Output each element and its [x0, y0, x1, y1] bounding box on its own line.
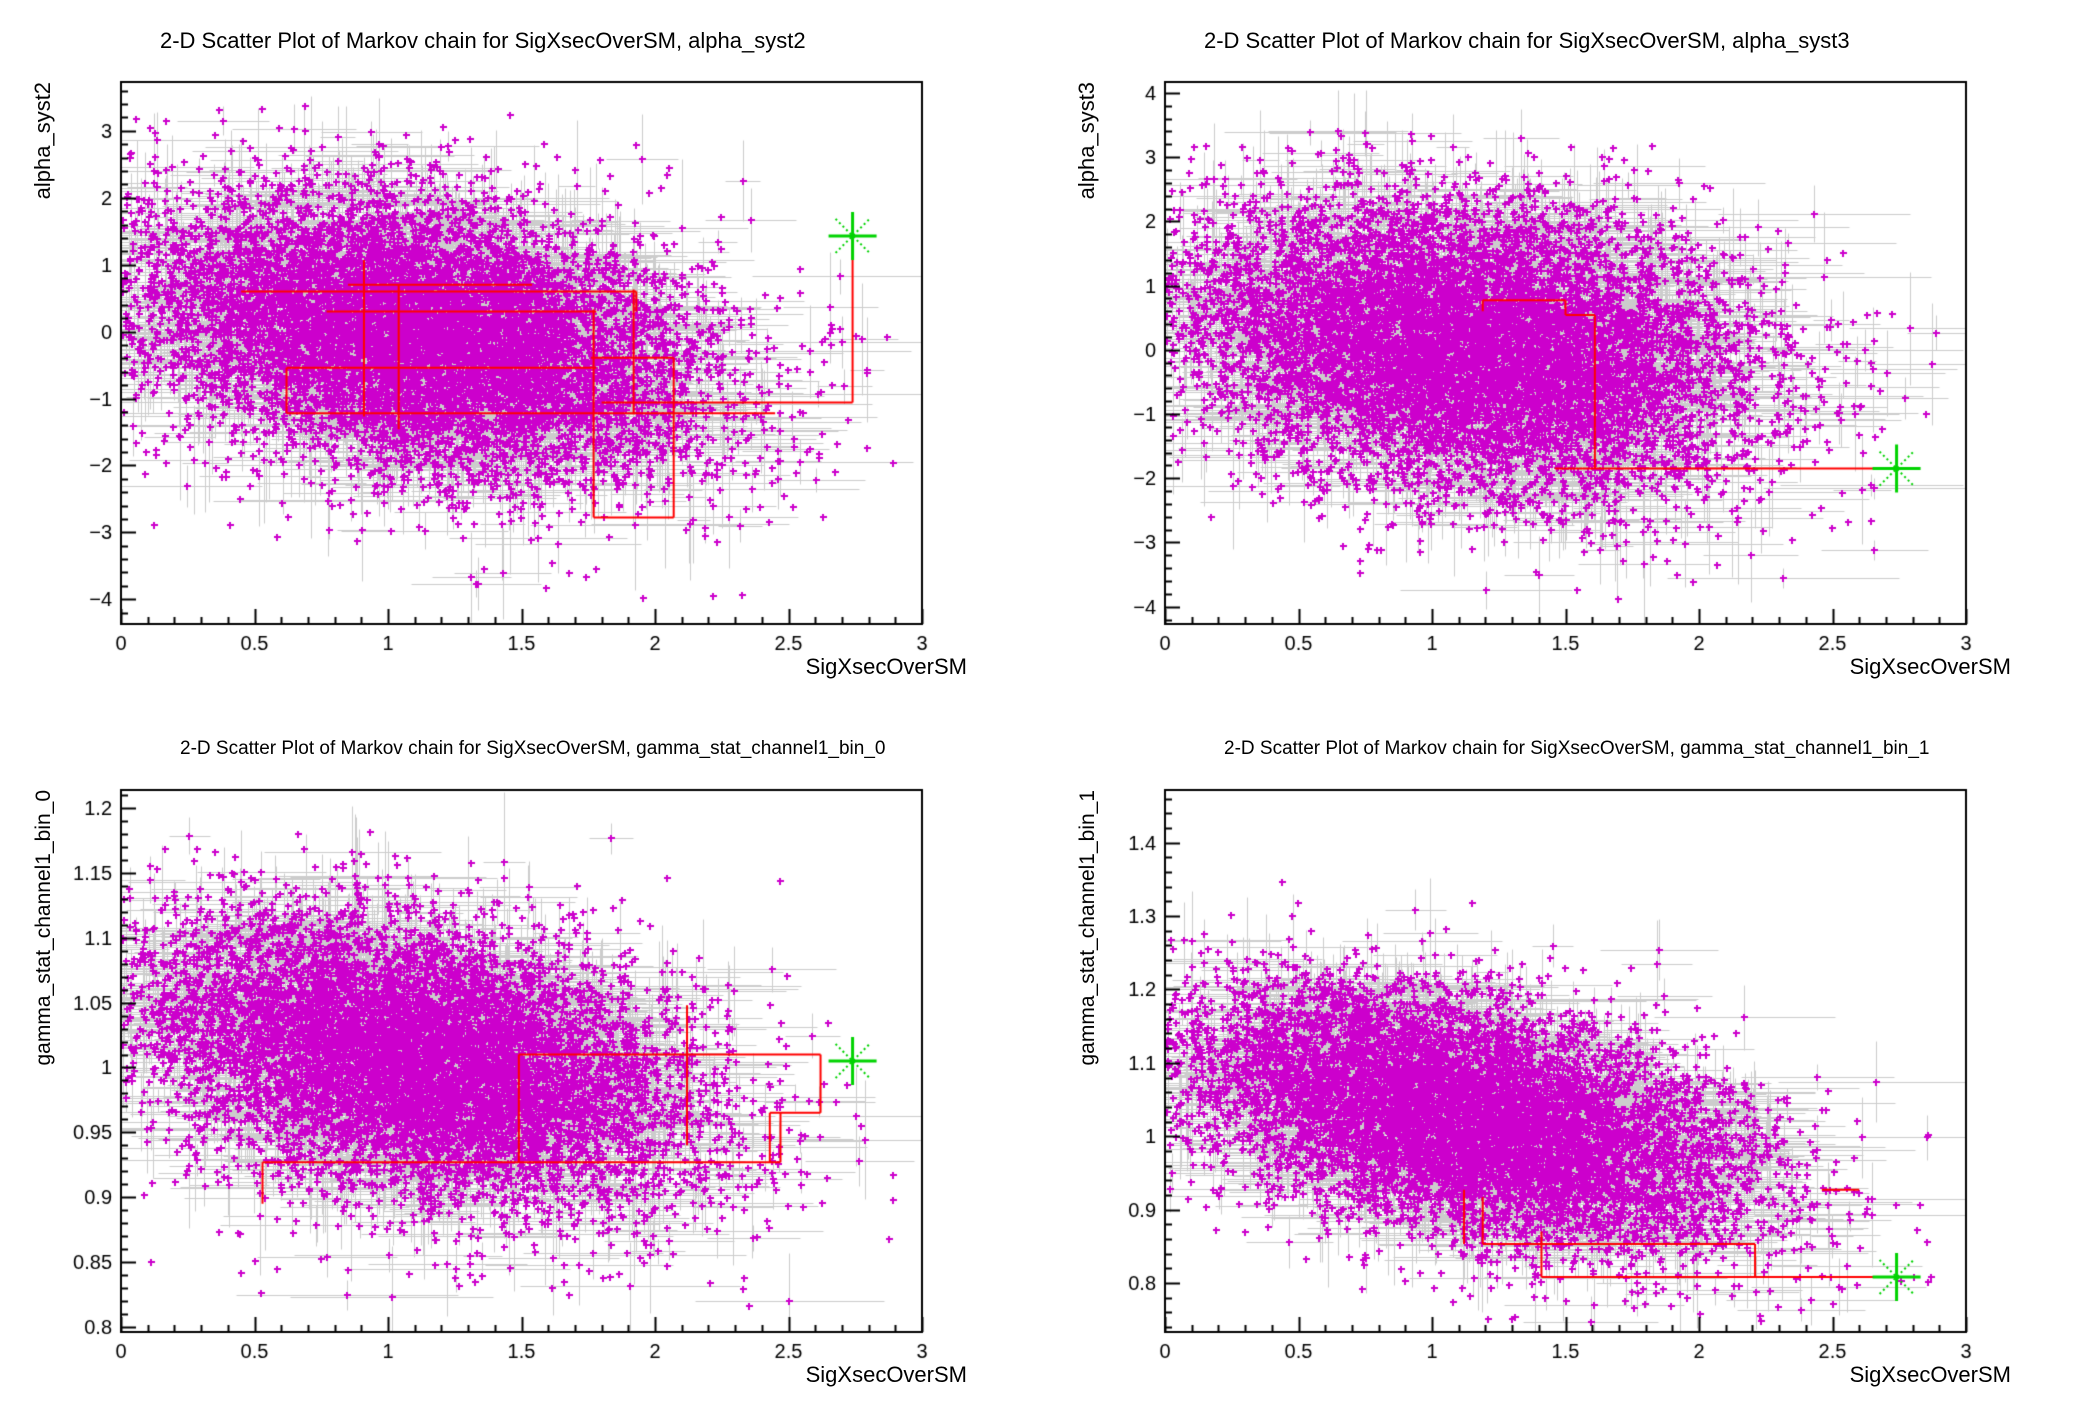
scatter-plot-panel-alpha-syst3: 2-D Scatter Plot of Markov chain for Sig… [1044, 0, 2088, 708]
x-axis-title: SigXsecOverSM [1849, 654, 2011, 679]
y-axis-title: alpha_syst3 [1074, 82, 1099, 200]
scatter-canvas [0, 0, 1044, 708]
y-axis-title: gamma_stat_channel1_bin_0 [32, 790, 55, 1066]
x-axis-title: SigXsecOverSM [805, 654, 967, 679]
plot-title: 2-D Scatter Plot of Markov chain for Sig… [160, 28, 806, 53]
scatter-canvas [1044, 0, 2088, 708]
scatter-canvas [1044, 708, 2088, 1416]
plot-title: 2-D Scatter Plot of Markov chain for Sig… [1204, 28, 1850, 53]
scatter-plot-panel-alpha-syst2: 2-D Scatter Plot of Markov chain for Sig… [0, 0, 1044, 708]
y-axis-title: alpha_syst2 [30, 82, 55, 200]
x-axis-title: SigXsecOverSM [805, 1362, 967, 1387]
plot-title: 2-D Scatter Plot of Markov chain for Sig… [1224, 738, 1930, 759]
x-axis-title: SigXsecOverSM [1849, 1362, 2011, 1387]
y-axis-title: gamma_stat_channel1_bin_1 [1076, 790, 1099, 1066]
scatter-plot-panel-gamma-bin0: 2-D Scatter Plot of Markov chain for Sig… [0, 708, 1044, 1416]
scatter-canvas [0, 708, 1044, 1416]
plot-title: 2-D Scatter Plot of Markov chain for Sig… [180, 738, 886, 759]
scatter-plot-panel-gamma-bin1: 2-D Scatter Plot of Markov chain for Sig… [1044, 708, 2088, 1416]
